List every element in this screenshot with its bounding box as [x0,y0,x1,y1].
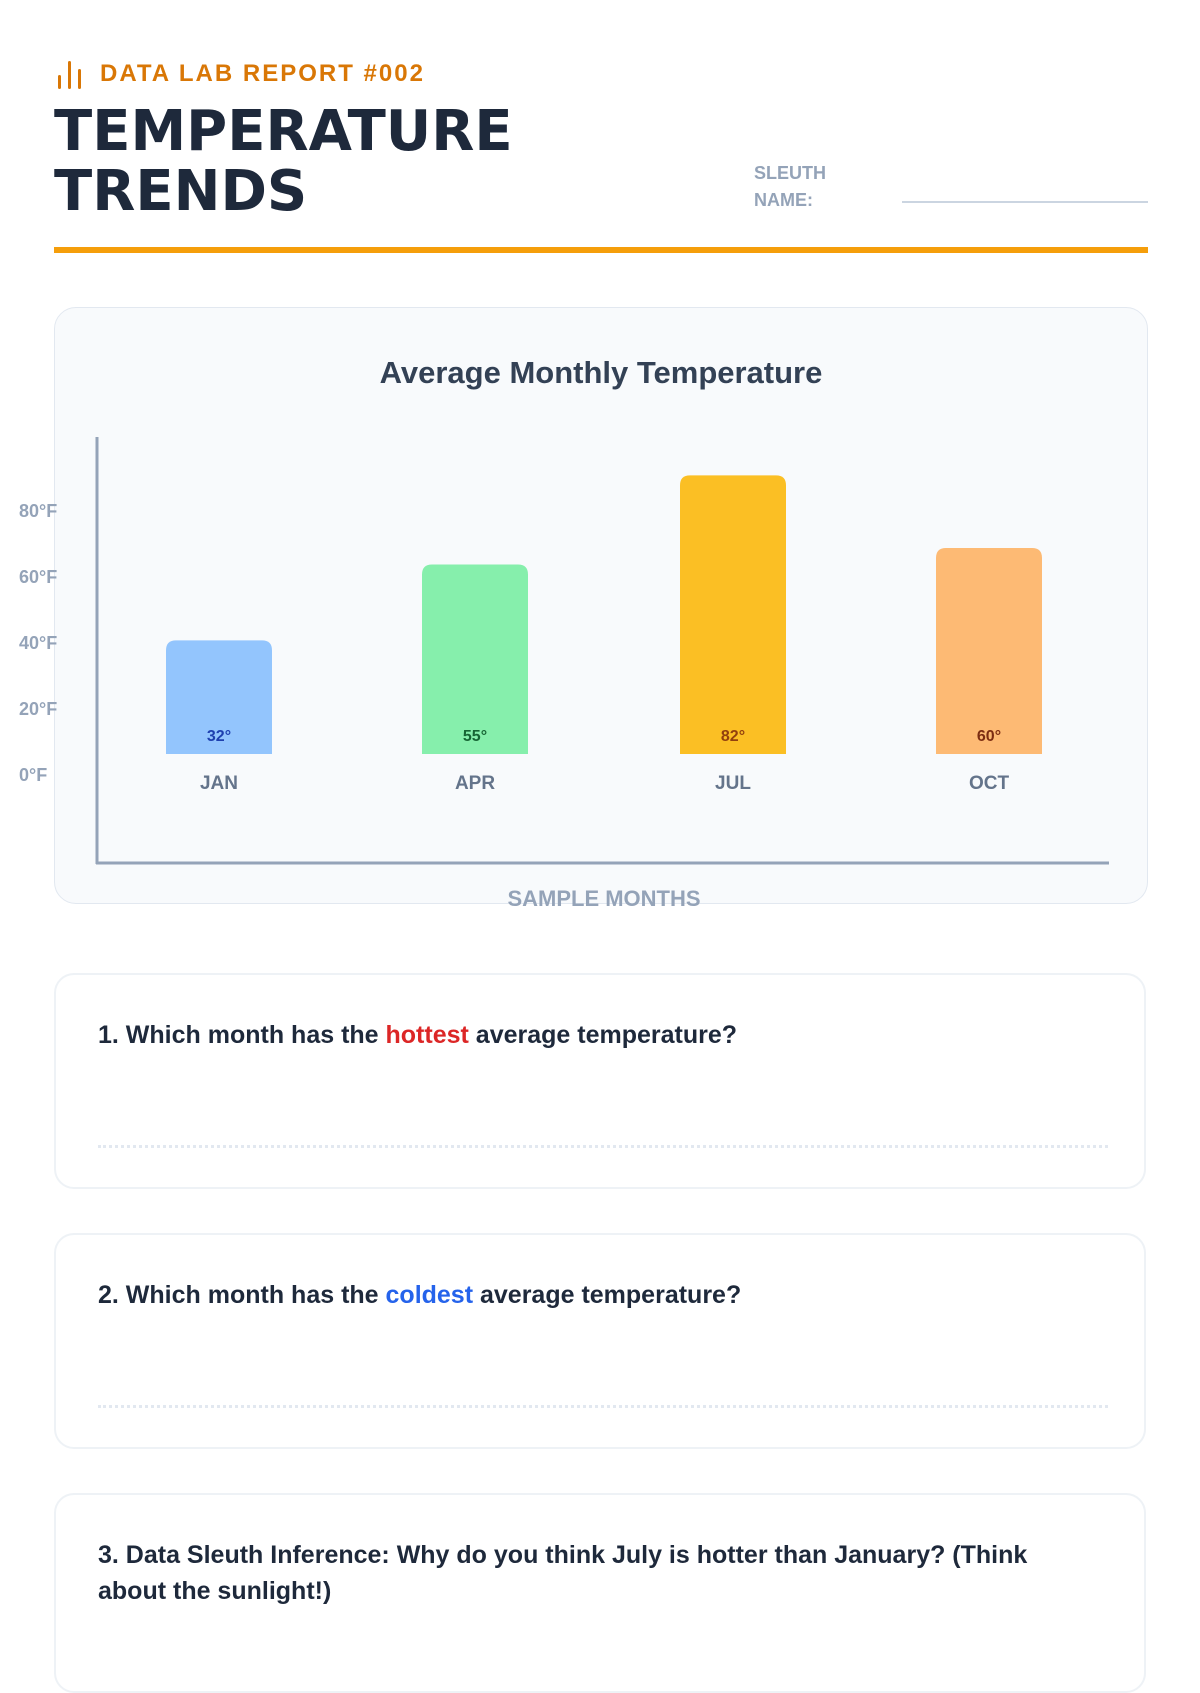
question-3-text: 3. Data Sleuth Inference: Why do you thi… [98,1541,1028,1605]
bar-jan [166,640,272,754]
bar-apr [422,564,528,754]
category-label: OCT [969,773,1010,794]
question-card-2: 2. Which month has the coldest average t… [54,1233,1146,1449]
answer-line-2[interactable] [98,1405,1108,1408]
category-label: JAN [200,773,238,794]
title-line-1: TEMPERATURE [54,99,513,164]
y-tick-label: 80°F [19,501,57,521]
bar-value-label: 55° [463,728,487,745]
report-line: DATA LAB REPORT #002 [54,54,1148,94]
page-title: TEMPERATURE TRENDS [54,102,513,222]
chart-title: Average Monthly Temperature [380,355,823,390]
sleuth-label-line-1: SLEUTH [754,163,826,183]
question-card-1: 1. Which month has the hottest average t… [54,973,1146,1189]
report-header: DATA LAB REPORT #002 [54,54,1148,94]
question-card-3: 3. Data Sleuth Inference: Why do you thi… [54,1493,1146,1693]
question-1-text: 1. Which month has the hottest average t… [98,1017,1098,1053]
bar-chart-icon [58,61,81,89]
x-axis-label: SAMPLE MONTHS [507,886,700,911]
bar-value-label: 82° [721,728,745,745]
category-label: APR [455,773,495,794]
sleuth-name-label: SLEUTH NAME: [754,160,864,214]
answer-line-1[interactable] [98,1145,1108,1148]
question-2-prefix: 2. Which month has the [98,1281,386,1309]
bars: 32° 55° 82° 60° [166,475,1042,754]
y-tick-labels: 0°F 20°F 40°F 60°F 80°F [19,501,57,785]
temperature-bar-chart: Average Monthly Temperature 0°F 20°F 40°F 6… [19,355,1109,911]
question-1-suffix: average temperature? [468,1021,738,1049]
question-2-highlight: coldest [385,1281,474,1309]
question-1-highlight: hottest [385,1021,469,1049]
question-2-text: 2. Which month has the coldest average t… [98,1277,1098,1313]
header-divider [54,247,1148,253]
sleuth-label-line-2: NAME: [754,190,813,210]
bar-jul [680,475,786,754]
question-1-prefix: 1. Which month has the [98,1021,386,1049]
y-tick-label: 20°F [19,699,57,719]
report-label: DATA LAB REPORT #002 [100,60,425,87]
category-labels: JAN APR JUL OCT [200,773,1009,794]
bar-value-label: 60° [977,728,1001,745]
y-tick-label: 0°F [19,765,47,785]
y-tick-label: 60°F [19,567,57,587]
category-label: JUL [715,773,751,794]
bar-oct [936,548,1042,754]
bar-value-label: 32° [207,728,231,745]
y-tick-label: 40°F [19,633,57,653]
question-2-suffix: average temperature? [473,1281,742,1309]
title-line-2: TRENDS [54,159,308,224]
sleuth-name-input-line[interactable] [902,201,1148,203]
